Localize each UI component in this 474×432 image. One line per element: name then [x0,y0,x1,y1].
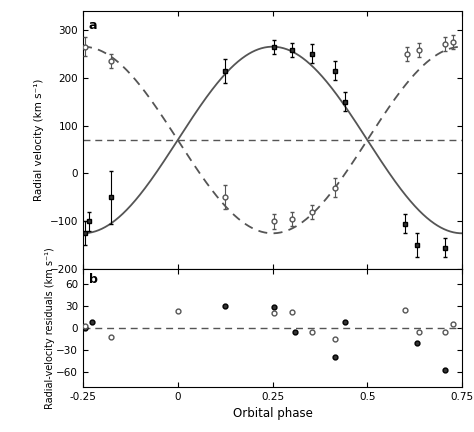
Text: a: a [89,19,97,32]
Y-axis label: Radial velocity (km s⁻¹): Radial velocity (km s⁻¹) [34,79,44,201]
Text: b: b [89,273,98,286]
Y-axis label: Radial-velocity residuals (km s⁻¹): Radial-velocity residuals (km s⁻¹) [45,247,55,409]
X-axis label: Orbital phase: Orbital phase [233,407,312,420]
